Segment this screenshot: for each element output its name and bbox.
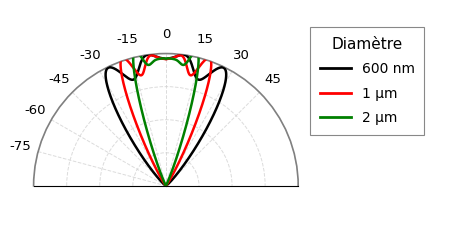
Legend: 600 nm, 1 μm, 2 μm: 600 nm, 1 μm, 2 μm xyxy=(310,27,424,135)
